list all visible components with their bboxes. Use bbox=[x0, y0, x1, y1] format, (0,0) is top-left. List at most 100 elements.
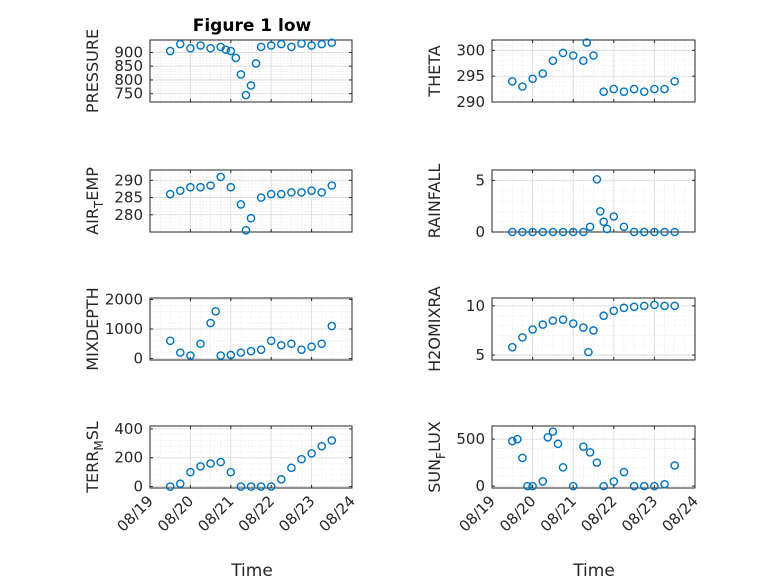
data-point bbox=[175, 348, 185, 357]
data-point bbox=[629, 84, 639, 94]
data-point bbox=[241, 225, 251, 235]
data-point bbox=[629, 481, 639, 491]
axes-box bbox=[491, 425, 696, 489]
data-point bbox=[639, 301, 649, 311]
data-point bbox=[196, 339, 205, 349]
data-point bbox=[579, 323, 588, 332]
data-point bbox=[186, 43, 195, 53]
y-axis-label: AIRTEMP bbox=[83, 167, 106, 235]
data-point bbox=[186, 182, 195, 192]
data-point bbox=[523, 481, 532, 491]
y-tick-label: 300 bbox=[456, 41, 485, 59]
data-point bbox=[276, 340, 286, 350]
data-point bbox=[670, 227, 680, 237]
plot-area bbox=[149, 39, 353, 103]
data-point bbox=[589, 326, 598, 335]
data-point bbox=[317, 188, 327, 197]
subplot-4: 0 5 RAINFALL bbox=[425, 164, 696, 241]
y-axis-label: THETA bbox=[425, 45, 444, 97]
y-tick-label: 295 bbox=[456, 67, 485, 85]
data-point bbox=[266, 189, 276, 199]
data-point bbox=[518, 82, 527, 91]
series-markers bbox=[165, 306, 337, 360]
figure-title: Figure 1 low bbox=[193, 16, 312, 36]
data-point bbox=[660, 301, 669, 311]
data-point bbox=[548, 56, 558, 65]
data-point bbox=[579, 227, 588, 237]
x-axis-label-left: Time bbox=[230, 561, 273, 581]
data-point bbox=[236, 200, 246, 209]
y-tick-label: 5 bbox=[475, 171, 485, 189]
y-axis-label: RAINFALL bbox=[425, 164, 444, 239]
data-point bbox=[246, 81, 256, 90]
series-markers bbox=[507, 427, 680, 491]
data-point bbox=[231, 53, 241, 63]
data-point bbox=[548, 227, 558, 237]
data-point bbox=[287, 339, 296, 349]
data-point bbox=[589, 51, 598, 60]
data-point bbox=[251, 59, 261, 68]
y-axis-label: MIXDEPTH bbox=[83, 287, 102, 370]
data-point bbox=[507, 342, 517, 352]
data-point bbox=[266, 336, 276, 346]
data-point bbox=[629, 302, 639, 312]
data-point bbox=[287, 42, 296, 52]
data-point bbox=[582, 38, 592, 47]
data-point bbox=[276, 39, 286, 49]
data-point bbox=[276, 189, 286, 199]
data-point bbox=[206, 318, 215, 328]
y-tick-label: 200 bbox=[114, 449, 143, 467]
data-point bbox=[595, 207, 605, 216]
data-point bbox=[211, 306, 220, 316]
data-point bbox=[327, 38, 337, 48]
data-point bbox=[507, 77, 517, 86]
data-point bbox=[619, 87, 629, 96]
data-point bbox=[609, 84, 619, 94]
data-point bbox=[538, 227, 548, 237]
data-point bbox=[307, 342, 316, 352]
data-point bbox=[226, 182, 236, 192]
data-point bbox=[206, 459, 215, 468]
data-point bbox=[599, 481, 608, 491]
x-tick-label: 08/20 bbox=[154, 492, 197, 535]
axes-box bbox=[149, 39, 353, 103]
data-point bbox=[553, 439, 563, 449]
axes-box bbox=[491, 39, 696, 103]
data-point bbox=[327, 321, 337, 331]
data-point bbox=[619, 303, 629, 313]
y-tick-label: 800 bbox=[114, 71, 143, 89]
data-point bbox=[609, 306, 619, 316]
data-point bbox=[175, 186, 185, 195]
series-markers bbox=[507, 300, 680, 357]
data-point bbox=[592, 458, 602, 467]
data-point bbox=[256, 42, 266, 52]
data-point bbox=[670, 77, 680, 86]
data-point bbox=[592, 174, 602, 184]
subplot-6: 5 10 H2OMIXRA bbox=[425, 286, 696, 372]
data-point bbox=[558, 463, 568, 472]
data-point bbox=[196, 182, 205, 192]
axes-box bbox=[149, 425, 353, 489]
data-point bbox=[629, 227, 639, 237]
y-axis-label: H2OMIXRA bbox=[425, 286, 444, 372]
data-point bbox=[246, 213, 256, 223]
data-point bbox=[568, 227, 578, 237]
data-point bbox=[216, 172, 225, 182]
y-tick-label: 290 bbox=[456, 93, 485, 111]
y-axis-label: SUNFLUX bbox=[425, 421, 448, 493]
data-point bbox=[221, 45, 231, 54]
data-point bbox=[518, 453, 527, 463]
data-point bbox=[579, 56, 588, 65]
y-tick-label: 2000 bbox=[105, 290, 143, 308]
data-point bbox=[639, 481, 649, 491]
subplot-2: 290 295 300 THETA bbox=[425, 38, 696, 111]
y-tick-label: 500 bbox=[456, 430, 485, 448]
axes-box bbox=[491, 297, 696, 361]
data-point bbox=[660, 84, 669, 94]
y-tick-label: 0 bbox=[475, 477, 485, 495]
data-point bbox=[650, 481, 659, 491]
data-point bbox=[558, 227, 568, 237]
data-point bbox=[650, 300, 659, 310]
